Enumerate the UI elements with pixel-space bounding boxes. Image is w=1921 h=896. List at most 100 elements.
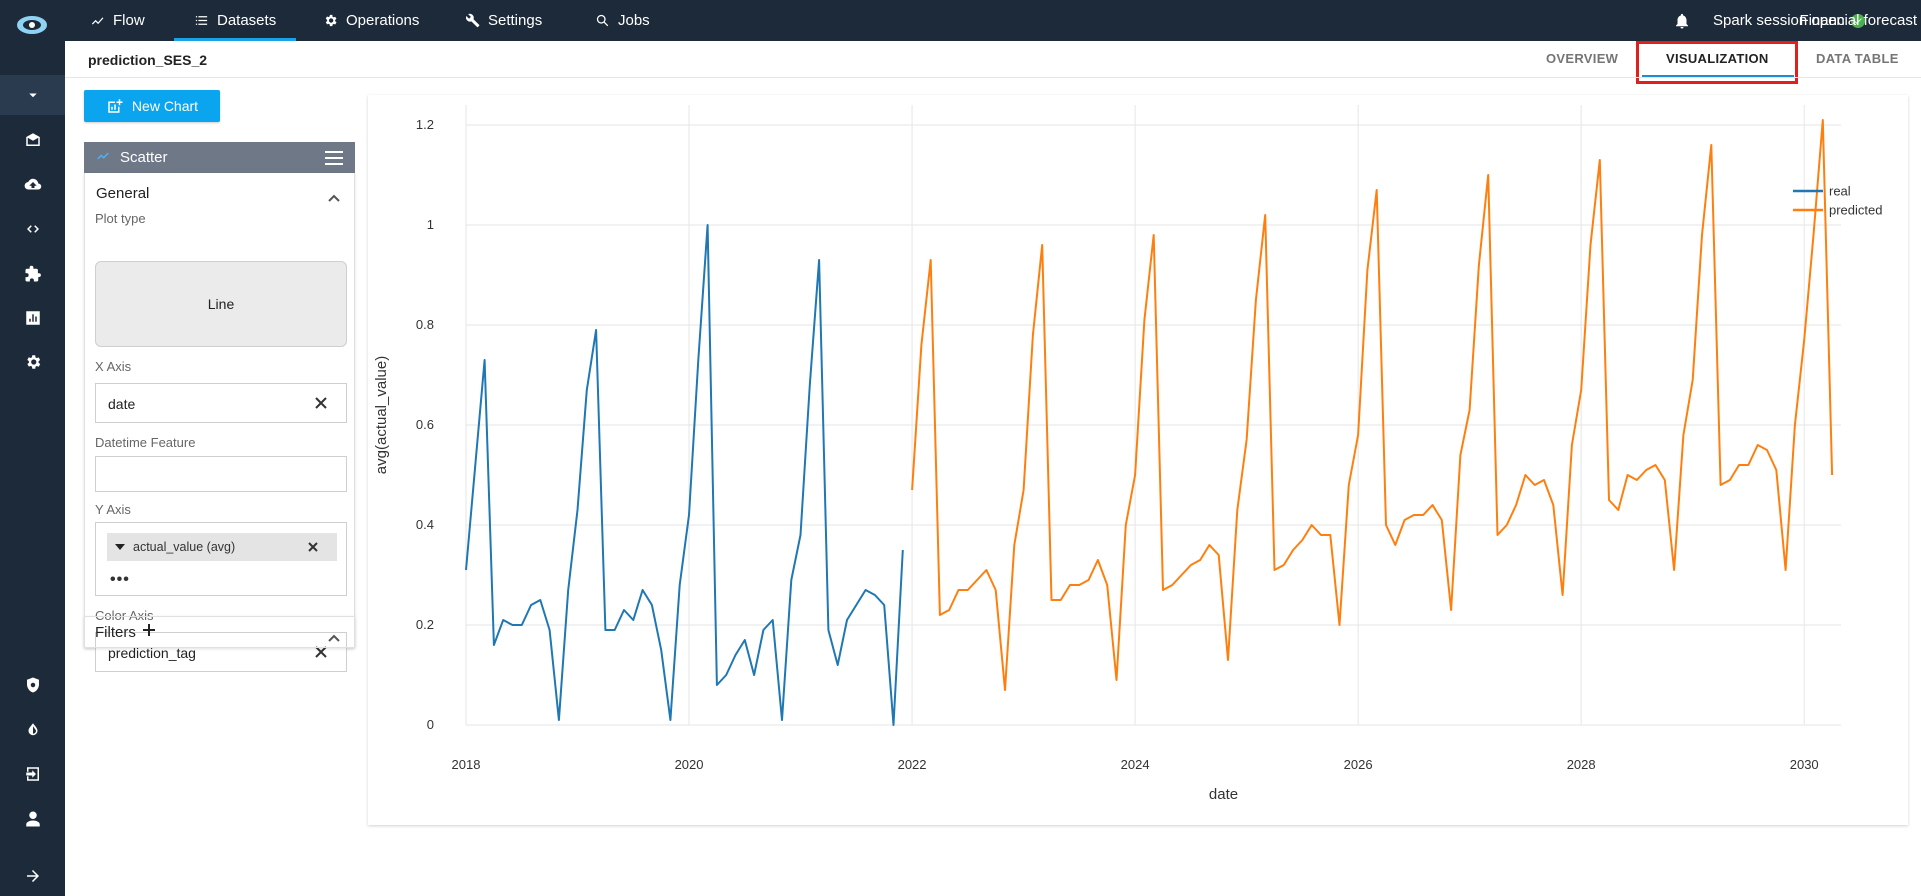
- login-icon: [25, 767, 39, 781]
- chart-card: 2018 2020 2022 2024 2026 2028 2030 0 0.2 0.4 0.6 0.…: [368, 95, 1908, 825]
- filters-section[interactable]: Filters: [84, 616, 355, 648]
- add-filter-icon[interactable]: [142, 623, 156, 641]
- datetime-feature-field[interactable]: [95, 456, 347, 492]
- sidebar-item-upload[interactable]: [0, 165, 65, 205]
- tab-overview[interactable]: OVERVIEW: [1546, 51, 1619, 66]
- list-icon: [195, 16, 208, 25]
- x-tick-label: 2022: [898, 757, 927, 772]
- header-divider: [65, 77, 1921, 78]
- y-tick-label: 0.2: [416, 617, 434, 632]
- wrench-icon: [465, 13, 480, 28]
- color-axis-field[interactable]: prediction_tag: [95, 632, 347, 672]
- gear-icon: [26, 355, 40, 369]
- nav-operations[interactable]: Operations: [323, 0, 419, 41]
- sidebar-collapse-toggle[interactable]: [0, 75, 65, 115]
- sidebar-item-plugins[interactable]: [0, 254, 65, 294]
- bell-icon[interactable]: [1673, 11, 1691, 31]
- sidebar-item-charts[interactable]: [0, 298, 65, 338]
- general-section-title[interactable]: General: [96, 185, 150, 202]
- legend-label-real: real: [1829, 184, 1851, 199]
- nav-flow-label: Flow: [113, 12, 145, 29]
- nav-flow[interactable]: Flow: [90, 0, 145, 41]
- series-line-predicted: [911, 119, 1834, 691]
- more-options-button[interactable]: •••: [110, 571, 130, 588]
- chevron-down-icon: [28, 93, 37, 98]
- upload-cloud-icon: [24, 178, 41, 190]
- y-axis-field[interactable]: actual_value (avg) •••: [95, 522, 347, 596]
- y-axis-chip-label: actual_value (avg): [133, 540, 236, 554]
- x-tick-label: 2030: [1790, 757, 1819, 772]
- x-axis-value: date: [108, 396, 136, 412]
- y-tick-label: 1: [427, 217, 434, 232]
- nav-datasets-label: Datasets: [217, 12, 277, 29]
- y-axis-chip[interactable]: actual_value (avg): [107, 533, 337, 561]
- spark-session-status[interactable]: Spark session open: [1713, 12, 1865, 29]
- x-tick-label: 2028: [1567, 757, 1596, 772]
- sidebar-expand-button[interactable]: [0, 856, 65, 896]
- y-tick-label: 1.2: [416, 117, 434, 132]
- chart-icon: [25, 311, 40, 325]
- line-chart-icon: [96, 149, 110, 167]
- puzzle-icon: [25, 265, 41, 282]
- app-logo[interactable]: [15, 12, 49, 38]
- sidebar-item-inbox[interactable]: [0, 120, 65, 160]
- sidebar-item-profile[interactable]: [0, 799, 65, 839]
- spark-status-label: Spark session open: [1713, 12, 1845, 29]
- sidebar-item-login[interactable]: [0, 754, 65, 794]
- new-chart-label: New Chart: [131, 98, 199, 114]
- caret-down-icon[interactable]: [115, 544, 125, 550]
- plot-type-value: Line: [207, 296, 235, 312]
- nav-jobs[interactable]: Jobs: [595, 0, 650, 41]
- y-axis-label: Y Axis: [95, 502, 131, 517]
- x-axis-field[interactable]: date: [95, 383, 347, 423]
- x-axis-label: X Axis: [95, 359, 132, 374]
- sidebar-item-admin[interactable]: [0, 665, 65, 705]
- x-axis-title: date: [1209, 786, 1238, 803]
- search-icon: [596, 14, 609, 27]
- arrow-right-icon: [26, 870, 39, 882]
- x-tick-label: 2026: [1344, 757, 1373, 772]
- active-tab-indicator: [1642, 75, 1794, 77]
- y-tick-label: 0.8: [416, 317, 434, 332]
- tab-data-table[interactable]: DATA TABLE: [1816, 51, 1899, 66]
- new-chart-button[interactable]: New Chart: [84, 90, 220, 122]
- hamburger-menu-icon[interactable]: [325, 150, 343, 165]
- line-chart[interactable]: 2018 2020 2022 2024 2026 2028 2030 0 0.2 0.4 0.6 0.…: [368, 95, 1908, 825]
- y-axis-title: avg(actual_value): [373, 356, 390, 474]
- legend-label-predicted: predicted: [1829, 203, 1882, 218]
- nav-settings-label: Settings: [488, 12, 543, 29]
- y-tick-label: 0.4: [416, 517, 434, 532]
- y-tick-label: 0: [427, 717, 434, 732]
- x-tick-label: 2024: [1121, 757, 1150, 772]
- chevron-up-icon[interactable]: [328, 189, 340, 202]
- nav-datasets[interactable]: Datasets: [173, 0, 297, 41]
- nav-settings[interactable]: Settings: [465, 0, 542, 41]
- tab-visualization[interactable]: VISUALIZATION: [1666, 51, 1769, 66]
- check-circle-icon: [1850, 13, 1865, 28]
- project-name[interactable]: Financial forecast: [1799, 12, 1917, 29]
- highlight-box: [1636, 41, 1798, 84]
- color-axis-value: prediction_tag: [108, 645, 196, 661]
- shield-gear-icon: [26, 677, 39, 693]
- gear-icon: [325, 14, 337, 27]
- chevron-up-icon[interactable]: [328, 629, 340, 642]
- clear-color-axis-icon[interactable]: [314, 645, 328, 659]
- x-tick-label: 2020: [675, 757, 704, 772]
- user-icon: [25, 811, 40, 827]
- chart-kind-label: Scatter: [120, 149, 168, 166]
- chart-config-header: Scatter: [84, 142, 355, 173]
- code-icon: [26, 225, 39, 233]
- clear-x-axis-icon[interactable]: [314, 396, 328, 410]
- series-line-real: [465, 224, 904, 726]
- sidebar-item-code[interactable]: [0, 209, 65, 249]
- plot-type-select[interactable]: Line: [95, 261, 347, 347]
- general-section: General Plot type Line X Axis date Datet…: [84, 173, 355, 672]
- x-tick-label: 2018: [452, 757, 481, 772]
- remove-y-axis-icon[interactable]: [307, 541, 319, 553]
- sidebar-item-theme[interactable]: [0, 710, 65, 750]
- sidebar-item-settings[interactable]: [0, 342, 65, 382]
- plot-type-label: Plot type: [95, 211, 146, 226]
- filters-label: Filters: [95, 623, 136, 641]
- datetime-feature-label: Datetime Feature: [95, 435, 196, 450]
- inbox-icon: [25, 133, 40, 146]
